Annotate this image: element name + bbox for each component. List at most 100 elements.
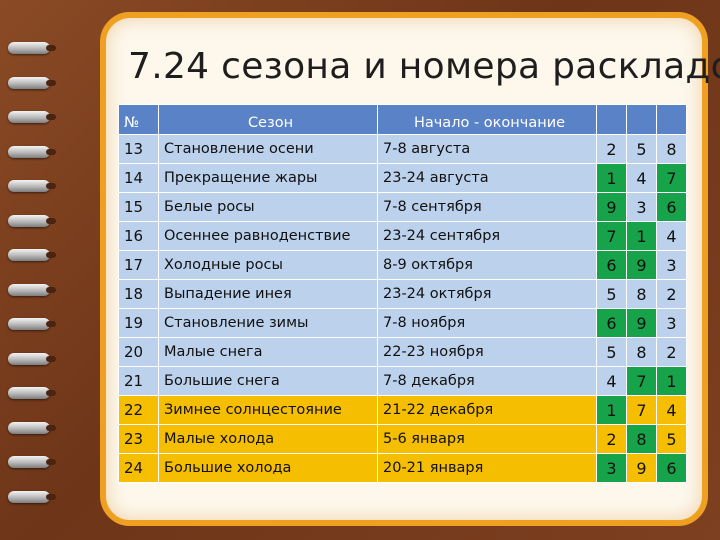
season-name: Становление зимы (158, 308, 378, 338)
season-name: Становление осени (158, 134, 378, 164)
header-dates: Начало - окончание (377, 104, 597, 135)
season-name: Холодные росы (158, 250, 378, 280)
layout-number-3: 6 (656, 453, 687, 483)
season-name: Большие снега (158, 366, 378, 396)
layout-number-3: 4 (656, 395, 687, 425)
layout-number-1: 7 (596, 221, 627, 251)
binder-ring (8, 387, 56, 399)
row-number: 22 (118, 395, 159, 425)
layout-number-1: 5 (596, 337, 627, 367)
row-number: 24 (118, 453, 159, 483)
seasons-table: № Сезон Начало - окончание 13 Становление… (118, 104, 687, 483)
layout-number-1: 2 (596, 134, 627, 164)
layout-number-1: 6 (596, 250, 627, 280)
layout-number-3: 3 (656, 308, 687, 338)
table-row: 19 Становление зимы 7-8 ноября 6 9 3 (118, 308, 687, 338)
layout-number-2: 4 (626, 163, 657, 193)
season-name: Малые холода (158, 424, 378, 454)
binder-rings (0, 0, 60, 540)
row-number: 16 (118, 221, 159, 251)
season-dates: 20-21 января (377, 453, 597, 483)
season-dates: 23-24 сентября (377, 221, 597, 251)
layout-number-3: 8 (656, 134, 687, 164)
layout-number-3: 5 (656, 424, 687, 454)
season-name: Белые росы (158, 192, 378, 222)
layout-number-1: 9 (596, 192, 627, 222)
binder-ring (8, 490, 56, 503)
binder-ring (8, 111, 56, 123)
binder-ring (8, 42, 56, 54)
binder-ring (8, 76, 56, 89)
table-row: 17 Холодные росы 8-9 октября 6 9 3 (118, 250, 687, 280)
season-dates: 21-22 декабря (377, 395, 597, 425)
binder-ring (8, 456, 56, 468)
layout-number-3: 3 (656, 250, 687, 280)
layout-number-2: 1 (626, 221, 657, 251)
header-season: Сезон (158, 104, 378, 135)
layout-number-1: 5 (596, 279, 627, 309)
row-number: 13 (118, 134, 159, 164)
row-number: 19 (118, 308, 159, 338)
layout-number-2: 9 (626, 453, 657, 483)
layout-number-1: 3 (596, 453, 627, 483)
season-name: Прекращение жары (158, 163, 378, 193)
header-number: № (118, 104, 159, 135)
header-number-3 (656, 104, 687, 135)
row-number: 15 (118, 192, 159, 222)
season-name: Выпадение инея (158, 279, 378, 309)
table-row: 23 Малые холода 5-6 января 2 8 5 (118, 424, 687, 454)
row-number: 20 (118, 337, 159, 367)
season-dates: 22-23 ноября (377, 337, 597, 367)
season-dates: 23-24 октября (377, 279, 597, 309)
layout-number-3: 7 (656, 163, 687, 193)
table-row: 16 Осеннее равноденствие 23-24 сентября 7 1 4 (118, 221, 687, 251)
layout-number-1: 1 (596, 395, 627, 425)
binder-ring (8, 318, 56, 330)
layout-number-2: 5 (626, 134, 657, 164)
table-row: 13 Становление осени 7-8 августа 2 5 8 (118, 134, 687, 164)
season-dates: 5-6 января (377, 424, 597, 454)
table-row: 20 Малые снега 22-23 ноября 5 8 2 (118, 337, 687, 367)
season-dates: 7-8 декабря (377, 366, 597, 396)
layout-number-1: 6 (596, 308, 627, 338)
season-name: Зимнее солнцестояние (158, 395, 378, 425)
layout-number-2: 9 (626, 250, 657, 280)
layout-number-2: 8 (626, 279, 657, 309)
binder-ring (8, 283, 56, 296)
table-row: 22 Зимнее солнцестояние 21-22 декабря 1 7 4 (118, 395, 687, 425)
layout-number-2: 8 (626, 424, 657, 454)
layout-number-3: 4 (656, 221, 687, 251)
header-number-1 (596, 104, 627, 135)
layout-number-3: 2 (656, 279, 687, 309)
row-number: 18 (118, 279, 159, 309)
season-dates: 7-8 августа (377, 134, 597, 164)
binder-ring (8, 421, 56, 434)
layout-number-2: 8 (626, 337, 657, 367)
layout-number-2: 7 (626, 395, 657, 425)
table-row: 21 Большие снега 7-8 декабря 4 7 1 (118, 366, 687, 396)
season-dates: 7-8 ноября (377, 308, 597, 338)
row-number: 14 (118, 163, 159, 193)
binder-ring (8, 180, 56, 192)
slide-title: 7.24 сезона и номера раскладов (128, 46, 720, 87)
table-row: 24 Большие холода 20-21 января 3 9 6 (118, 453, 687, 483)
row-number: 23 (118, 424, 159, 454)
header-number-2 (626, 104, 657, 135)
row-number: 21 (118, 366, 159, 396)
layout-number-2: 9 (626, 308, 657, 338)
layout-number-3: 1 (656, 366, 687, 396)
layout-number-1: 4 (596, 366, 627, 396)
season-name: Малые снега (158, 337, 378, 367)
binder-ring (8, 214, 56, 227)
layout-number-2: 7 (626, 366, 657, 396)
table-row: 15 Белые росы 7-8 сентября 9 3 6 (118, 192, 687, 222)
row-number: 17 (118, 250, 159, 280)
season-name: Большие холода (158, 453, 378, 483)
layout-number-3: 6 (656, 192, 687, 222)
layout-number-3: 2 (656, 337, 687, 367)
table-row: 14 Прекращение жары 23-24 августа 1 4 7 (118, 163, 687, 193)
binder-ring (8, 352, 56, 365)
table-row: 18 Выпадение инея 23-24 октября 5 8 2 (118, 279, 687, 309)
binder-ring (8, 249, 56, 261)
layout-number-1: 1 (596, 163, 627, 193)
